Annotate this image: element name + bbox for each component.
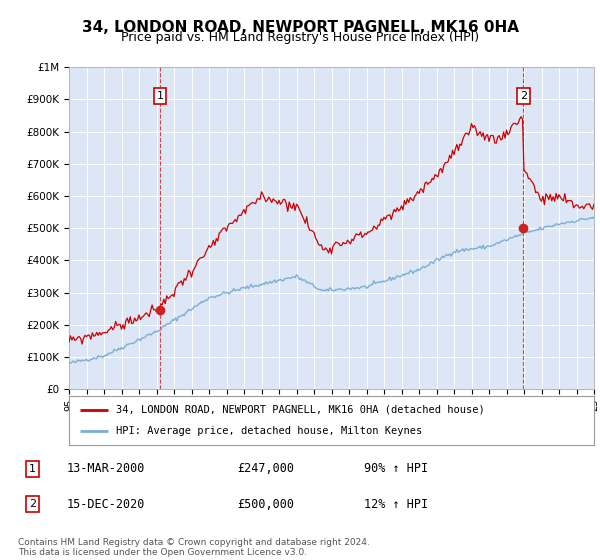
Text: 2: 2 <box>520 91 527 101</box>
Text: 15-DEC-2020: 15-DEC-2020 <box>67 497 145 511</box>
Text: £500,000: £500,000 <box>237 497 294 511</box>
Text: 13-MAR-2000: 13-MAR-2000 <box>67 463 145 475</box>
Text: HPI: Average price, detached house, Milton Keynes: HPI: Average price, detached house, Milt… <box>116 426 422 436</box>
Text: 34, LONDON ROAD, NEWPORT PAGNELL, MK16 0HA (detached house): 34, LONDON ROAD, NEWPORT PAGNELL, MK16 0… <box>116 405 485 415</box>
Text: Contains HM Land Registry data © Crown copyright and database right 2024.
This d: Contains HM Land Registry data © Crown c… <box>18 538 370 557</box>
Text: 1: 1 <box>29 464 36 474</box>
Text: 1: 1 <box>157 91 163 101</box>
Text: £247,000: £247,000 <box>237 463 294 475</box>
Text: 2: 2 <box>29 499 36 509</box>
Text: 90% ↑ HPI: 90% ↑ HPI <box>364 463 428 475</box>
Text: 12% ↑ HPI: 12% ↑ HPI <box>364 497 428 511</box>
Text: 34, LONDON ROAD, NEWPORT PAGNELL, MK16 0HA: 34, LONDON ROAD, NEWPORT PAGNELL, MK16 0… <box>82 20 518 35</box>
Text: Price paid vs. HM Land Registry's House Price Index (HPI): Price paid vs. HM Land Registry's House … <box>121 31 479 44</box>
